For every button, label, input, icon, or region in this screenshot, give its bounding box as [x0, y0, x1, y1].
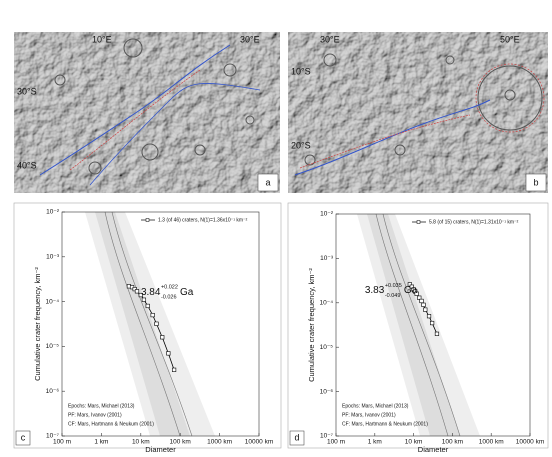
map-panel-a: a 10°E 30°E 30°S 40°S	[13, 31, 281, 194]
data-point	[430, 320, 435, 326]
x-tick-label: 10000 km	[516, 439, 545, 446]
data-point	[138, 292, 143, 298]
data-point	[134, 289, 140, 294]
data-point	[145, 303, 150, 309]
panel-label: d	[294, 432, 299, 442]
legend-label: 5.8 (of 15) craters, N(1)=1.31x10⁻¹ km⁻²	[429, 219, 519, 225]
x-tick-label: 1000 km	[207, 439, 232, 446]
x-tick-label: 100 km	[170, 439, 191, 446]
data-point	[141, 297, 147, 302]
panel-label: b	[533, 177, 538, 187]
map-label: 20°S	[291, 140, 311, 150]
y-tick-label: 10⁻⁴	[320, 300, 334, 307]
plot-frame	[335, 213, 531, 437]
model-bands	[85, 211, 480, 437]
note: CF: Mars, Hartmann & Neukum (2001)	[68, 421, 154, 427]
map-label: 10°S	[291, 66, 311, 76]
note: CF: Mars, Hartmann & Neukum (2001)	[342, 421, 428, 427]
data-point	[150, 312, 155, 318]
map-label: 30°S	[17, 86, 37, 96]
y-tick-label: 10⁻⁶	[46, 388, 60, 395]
y-tick-label: 10⁻³	[46, 254, 60, 261]
data-point	[154, 321, 159, 326]
age-plus: +0.035	[385, 283, 402, 289]
panel-label: c	[21, 432, 26, 442]
data-point	[434, 331, 440, 336]
age-unit: Ga	[404, 285, 418, 296]
map-panel-b: b 30°E 50°E 10°S 20°S	[287, 31, 549, 194]
age-value: 3.84	[141, 287, 161, 298]
y-axis-label: Cumulative crater frequency, km⁻²	[33, 267, 42, 381]
panel-label: a	[265, 177, 270, 187]
data-point	[171, 367, 177, 372]
y-tick-label: 10⁻⁷	[46, 433, 60, 440]
data-point	[160, 335, 165, 340]
x-tick-label: 1 km	[94, 439, 108, 446]
data-point	[423, 307, 428, 312]
data-point	[419, 298, 424, 304]
age-minus: -0.049	[385, 293, 401, 299]
note: Epochs: Mars, Michael (2013)	[342, 403, 409, 409]
y-tick-label: 10⁻⁶	[320, 388, 334, 395]
age-minus: -0.026	[161, 295, 177, 301]
age-value: 3.83	[365, 285, 385, 296]
data-point	[421, 302, 426, 307]
data-point	[414, 291, 419, 296]
y-tick-label: 10⁻²	[320, 211, 334, 218]
data-point	[426, 314, 432, 319]
x-tick-label: 100 m	[327, 439, 345, 446]
x-axis-label: Diameter	[145, 445, 176, 452]
age-plus: +0.022	[161, 285, 178, 291]
plot-frame	[61, 211, 260, 437]
age-unit: Ga	[180, 287, 194, 298]
y-tick-label: 10⁻⁷	[320, 433, 334, 440]
map-label: 30°E	[240, 34, 260, 44]
note: PF: Mars, Ivanov (2001)	[68, 412, 122, 418]
map-label: 50°E	[500, 34, 520, 44]
legend-label: 1.3 (of 46) craters, N(1)=1.36x10⁻¹ km⁻²	[158, 217, 248, 223]
map-label: 10°E	[92, 34, 112, 44]
panel-label-box	[15, 430, 31, 446]
x-tick-label: 10 km	[405, 439, 423, 446]
y-tick-label: 10⁻⁵	[320, 344, 334, 351]
map-label: 40°S	[17, 160, 37, 170]
x-tick-label: 1 km	[368, 439, 382, 446]
y-tick-label: 10⁻²	[46, 209, 60, 216]
note: Epochs: Mars, Michael (2013)	[68, 403, 135, 409]
x-tick-label: 10000 km	[245, 439, 274, 446]
y-axis-label: Cumulative crater frequency, km⁻²	[307, 268, 316, 382]
y-tick-label: 10⁻³	[320, 255, 334, 262]
map-label: 30°E	[320, 34, 340, 44]
x-axis-label: Diameter	[418, 445, 449, 452]
x-tick-label: 100 km	[442, 439, 463, 446]
y-tick-label: 10⁻⁵	[46, 343, 60, 350]
legend-marker	[145, 218, 150, 222]
x-tick-label: 100 m	[53, 439, 71, 446]
x-tick-label: 1000 km	[479, 439, 504, 446]
note: PF: Mars, Ivanov (2001)	[342, 412, 396, 418]
data-point	[132, 287, 137, 292]
data-point	[417, 295, 422, 300]
y-tick-label: 10⁻⁴	[46, 298, 60, 305]
legend-marker	[416, 220, 421, 224]
panel-label-box	[289, 430, 305, 446]
data-point	[166, 351, 171, 356]
x-tick-label: 10 km	[132, 439, 150, 446]
